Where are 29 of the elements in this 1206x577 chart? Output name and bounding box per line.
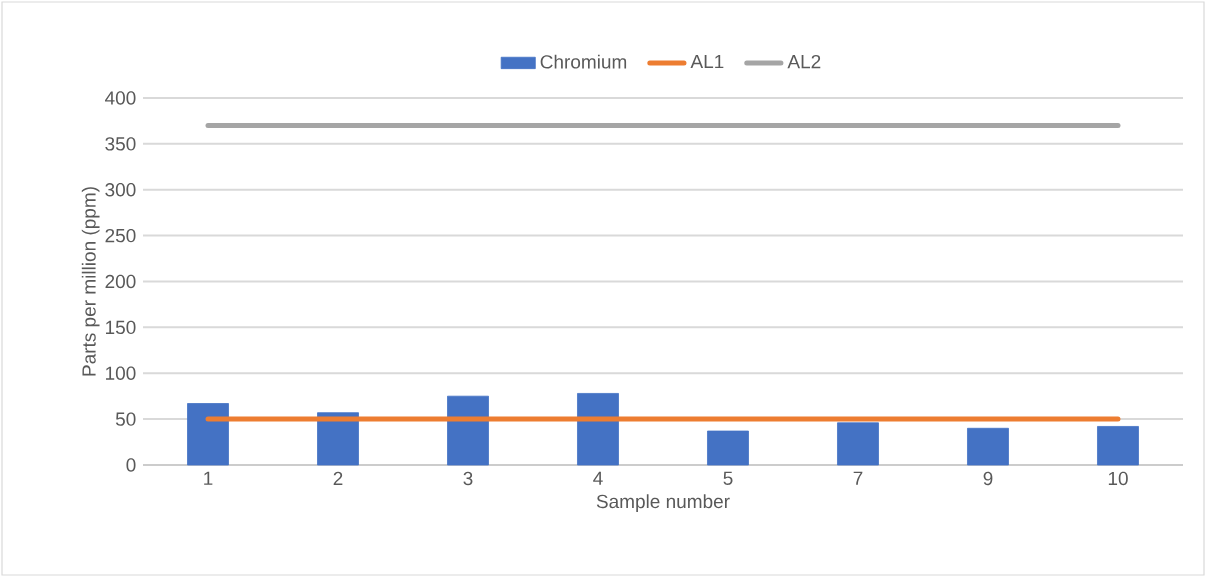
bar [1097,426,1139,466]
y-tick-label: 300 [105,183,136,197]
x-tick-label: 9 [983,471,993,486]
y-tick-label: 200 [105,274,136,289]
y-tick-label: 0 [126,458,136,472]
x-tick-label: 4 [593,471,603,485]
y-tick-label: 400 [105,91,136,105]
y-axis-title: Parts per million (ppm) [81,187,100,376]
legend-label: Chromium [540,54,627,69]
y-tick-label: 250 [105,228,136,243]
bar [577,393,619,466]
y-tick-label: 150 [106,320,136,335]
y-tick-label: 350 [105,137,136,151]
bar [967,427,1009,466]
x-tick-label: 3 [463,471,473,486]
bar [447,395,489,466]
bar [707,430,749,466]
x-tick-label: 1 [204,471,213,485]
bar [837,422,879,466]
y-tick-label: 50 [115,412,136,426]
x-axis-title: Sample number [596,494,730,512]
x-tick-label: 5 [723,471,733,485]
legend-label: AL2 [787,54,821,69]
y-tick-label: 100 [106,366,136,380]
x-tick-label: 10 [1108,471,1128,486]
x-tick-label: 2 [333,471,343,485]
x-tick-label: 7 [853,471,863,485]
bar [187,403,229,466]
legend-label: AL1 [690,54,724,69]
